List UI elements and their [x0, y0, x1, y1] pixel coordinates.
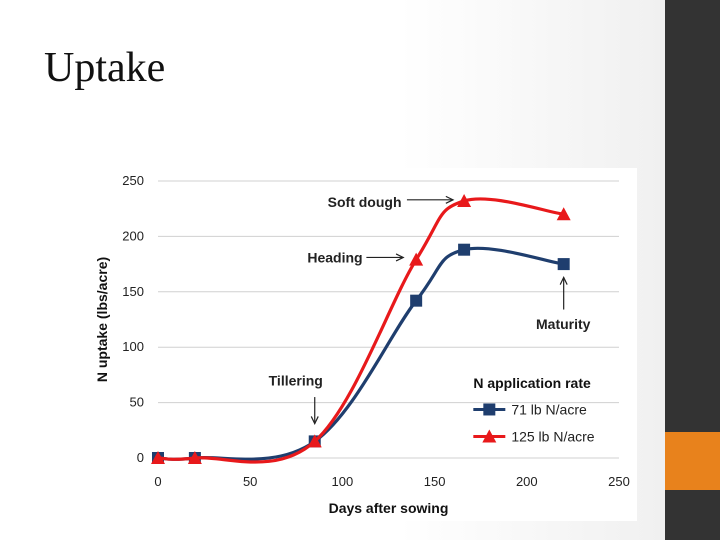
data-point: [410, 294, 423, 307]
data-point: [457, 193, 472, 207]
y-tick-label: 250: [122, 173, 144, 188]
y-tick-labels: 0 50 100 150 200 250: [122, 173, 144, 465]
legend-marker: [483, 403, 496, 416]
x-axis-title: Days after sowing: [329, 500, 449, 516]
data-point: [307, 434, 322, 448]
x-tick-label: 100: [332, 474, 354, 489]
data-point: [187, 451, 202, 464]
series-1: [152, 243, 570, 464]
data-point: [556, 207, 571, 221]
annotation-arrow: [310, 397, 319, 426]
data-point: [151, 451, 165, 464]
x-tick-label: 50: [243, 474, 257, 489]
legend-marker: [482, 429, 497, 443]
slide-title: Uptake: [44, 45, 166, 91]
chart-frame: 0 50 100 150 200 250 0 50 100 150 200 250 N uptake…: [90, 168, 637, 521]
data-point: [458, 243, 471, 256]
chart-annotations: Soft dough Heading Tillering Maturity: [269, 194, 591, 426]
annotation-label: Soft dough: [328, 194, 402, 210]
x-tick-label: 150: [424, 474, 446, 489]
chart-series: [151, 193, 571, 464]
arrow-head: [395, 253, 405, 262]
legend-title: N application rate: [473, 375, 591, 391]
legend-label: 71 lb N/acre: [511, 401, 587, 417]
data-point: [409, 252, 424, 266]
series-line: [157, 197, 564, 464]
annotation-label: Tillering: [269, 373, 323, 389]
n-uptake-chart: 0 50 100 150 200 250 0 50 100 150 200 250 N uptake…: [94, 173, 630, 516]
y-axis-title: N uptake (lbs/acre): [94, 257, 110, 382]
y-tick-label: 200: [122, 228, 144, 243]
y-tick-label: 100: [122, 339, 144, 354]
annotation-label: Maturity: [536, 316, 591, 332]
x-tick-label: 200: [516, 474, 538, 489]
y-tick-label: 0: [137, 450, 144, 465]
legend-item-2: 125 lb N/acre: [473, 428, 595, 444]
annotation-arrow: [406, 195, 455, 204]
x-tick-label: 250: [608, 474, 630, 489]
arrow-head: [445, 195, 455, 204]
annotation-label: Heading: [307, 249, 362, 265]
annotation-arrow: [366, 253, 405, 262]
annotation-arrow: [559, 276, 568, 310]
x-tick-labels: 0 50 100 150 200 250: [154, 474, 629, 489]
arrow-head: [310, 416, 319, 426]
legend-label: 125 lb N/acre: [511, 428, 594, 444]
x-tick-label: 0: [154, 474, 161, 489]
series-line: [157, 246, 564, 461]
y-tick-label: 150: [122, 284, 144, 299]
arrow-head: [559, 276, 568, 285]
y-tick-label: 50: [130, 395, 144, 410]
legend-item-1: 71 lb N/acre: [473, 401, 587, 417]
data-point: [557, 258, 570, 271]
slide-sidebar-accent: [665, 432, 720, 490]
series-2: [151, 193, 571, 464]
chart-legend: N application rate 71 lb N/acre 125 lb N/…: [473, 375, 595, 444]
